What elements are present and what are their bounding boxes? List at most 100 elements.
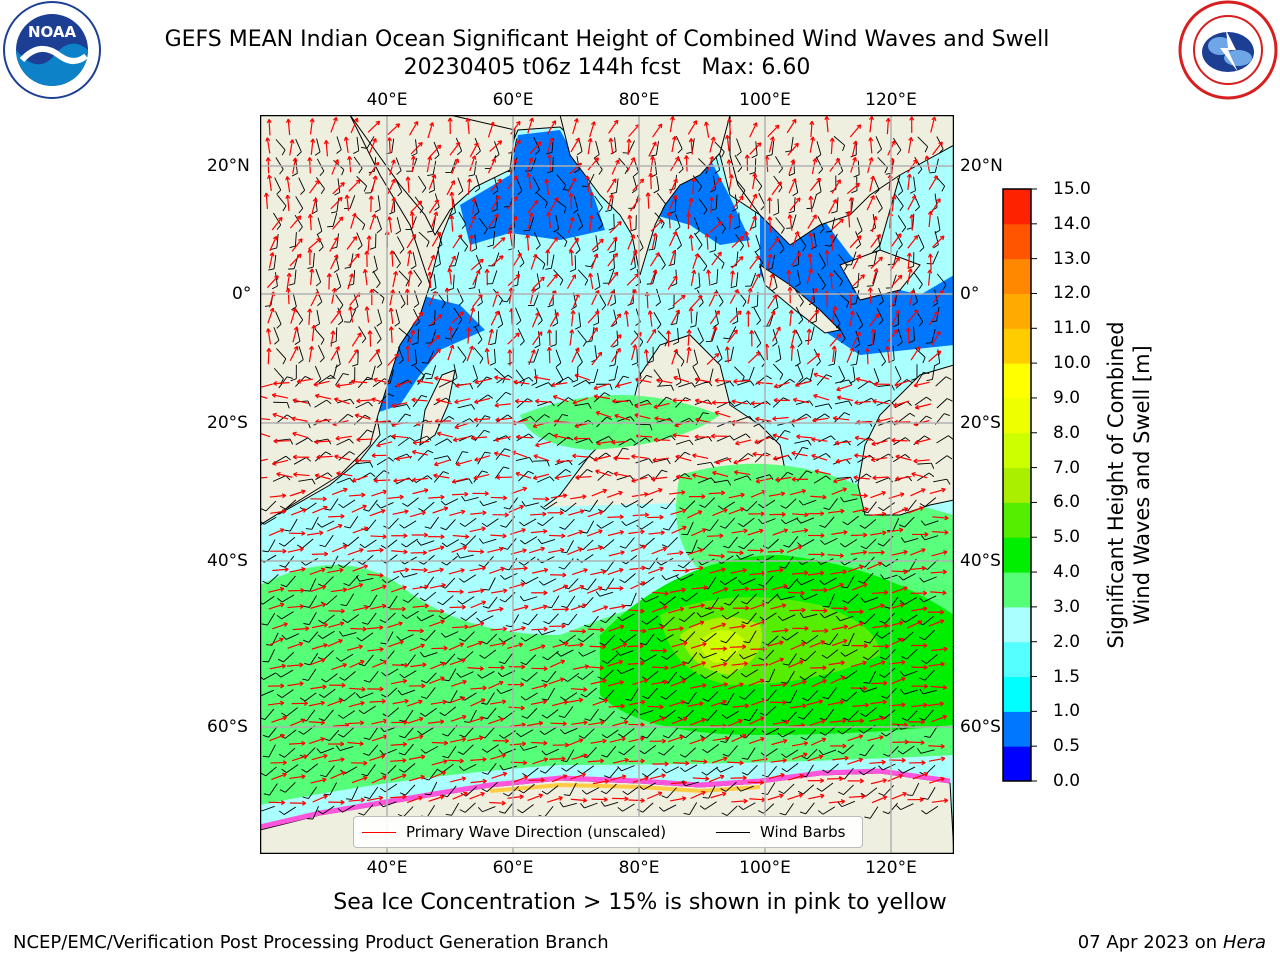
wind-barb-flag — [280, 584, 287, 588]
wave-direction-arrow — [754, 436, 771, 444]
wind-barb-flag — [703, 265, 708, 272]
wave-arrow-head — [859, 564, 864, 567]
wind-barb — [907, 499, 917, 512]
wave-direction-arrow — [629, 197, 641, 212]
wind-barb-flag — [656, 324, 662, 330]
wave-arrow-head — [332, 116, 337, 121]
wind-barb — [678, 382, 692, 388]
wind-barb — [336, 438, 350, 446]
wind-barb — [308, 612, 317, 625]
wave-direction-arrow — [266, 275, 279, 289]
wave-direction-arrow — [569, 329, 573, 346]
wave-arrow-head — [320, 658, 326, 660]
wind-barb-flag — [646, 374, 653, 378]
wave-arrow-head — [314, 441, 319, 445]
wind-barb-flag — [550, 344, 557, 348]
wave-arrow-head — [515, 332, 520, 335]
wind-barb-flag — [409, 437, 415, 442]
wave-direction-arrow — [511, 451, 528, 458]
wave-direction-arrow — [705, 121, 710, 138]
wave-arrow-head — [666, 212, 670, 217]
wind-barb-flag — [922, 357, 926, 364]
wave-direction-arrow — [470, 258, 484, 271]
wind-barb — [464, 496, 479, 502]
wave-arrow-head — [286, 272, 290, 277]
wind-barb-flag — [943, 413, 950, 416]
wind-barb — [914, 156, 923, 170]
wind-barb-flag — [268, 268, 275, 271]
wave-direction-arrow — [649, 310, 653, 327]
wind-barb — [525, 576, 539, 585]
wind-barb — [454, 252, 460, 266]
wave-direction-arrow — [635, 378, 652, 383]
wind-barb — [698, 254, 708, 267]
wave-arrow-head — [307, 308, 311, 313]
wave-arrow-head — [733, 381, 738, 384]
wind-barb-flag — [911, 377, 918, 381]
wave-direction-arrow — [450, 215, 454, 232]
wind-barb — [865, 538, 877, 550]
wind-barb-flag — [794, 362, 801, 367]
wind-barb-flag — [296, 151, 302, 157]
wind-barb — [915, 372, 924, 385]
wave-direction-arrow — [731, 529, 748, 534]
wind-barb — [430, 516, 440, 529]
wave-arrow-head — [499, 606, 504, 610]
wind-barb — [698, 198, 708, 210]
wind-barb — [809, 368, 814, 382]
wave-arrow-head — [308, 345, 313, 350]
wave-direction-arrow — [646, 488, 663, 496]
wave-arrow-head — [338, 196, 343, 200]
wind-barb — [675, 397, 686, 408]
wave-direction-arrow — [412, 477, 429, 481]
wave-arrow-head — [441, 661, 446, 664]
wave-direction-arrow — [669, 116, 674, 133]
wind-barb-flag — [703, 209, 708, 215]
wave-arrow-head — [691, 269, 695, 274]
wave-arrow-head — [407, 270, 412, 275]
wave-arrow-head — [598, 545, 604, 548]
wave-arrow-head — [285, 194, 289, 200]
wave-direction-arrow — [650, 219, 663, 232]
wind-barb-flag — [739, 245, 745, 251]
wave-direction-arrow — [891, 439, 908, 442]
wind-barb-flag — [723, 545, 730, 549]
wind-barb-flag — [730, 285, 737, 289]
wave-direction-arrow — [429, 348, 441, 362]
wind-barb-flag — [396, 263, 401, 269]
wave-direction-arrow — [828, 583, 844, 591]
wave-arrow-head — [588, 191, 593, 196]
wave-arrow-head — [788, 309, 793, 314]
wind-barb-flag — [677, 564, 684, 569]
wave-arrow-head — [307, 248, 311, 253]
wind-barb — [903, 573, 916, 581]
wave-direction-arrow — [291, 417, 308, 422]
wave-direction-arrow — [768, 273, 774, 290]
wave-direction-arrow — [667, 551, 684, 555]
wave-arrow-head — [657, 123, 662, 127]
wind-barb-flag — [819, 228, 825, 234]
wave-direction-arrow — [309, 118, 314, 135]
wind-barb-flag — [562, 414, 569, 417]
wind-barb-flag — [919, 577, 924, 583]
wave-direction-arrow — [591, 351, 603, 366]
wave-arrow-head — [728, 213, 732, 218]
wind-barb — [578, 456, 591, 466]
wave-arrow-head — [533, 455, 538, 459]
wave-direction-arrow — [829, 158, 840, 172]
wind-barb — [313, 418, 327, 426]
wave-direction-arrow — [807, 572, 824, 576]
wave-arrow-head — [938, 141, 943, 145]
wind-barb-flag — [418, 560, 425, 565]
wave-arrow-head — [491, 158, 496, 162]
wind-barb-flag — [698, 244, 703, 250]
wave-direction-arrow — [516, 436, 533, 439]
wave-direction-arrow — [687, 197, 693, 214]
wind-barb-flag — [342, 542, 349, 547]
wave-direction-arrow — [872, 329, 874, 346]
wave-arrow-head — [665, 330, 670, 335]
wave-direction-arrow — [273, 440, 290, 442]
wave-arrow-head — [560, 547, 565, 551]
wind-barb-flag — [583, 509, 590, 512]
wind-barb-flag — [926, 379, 933, 382]
